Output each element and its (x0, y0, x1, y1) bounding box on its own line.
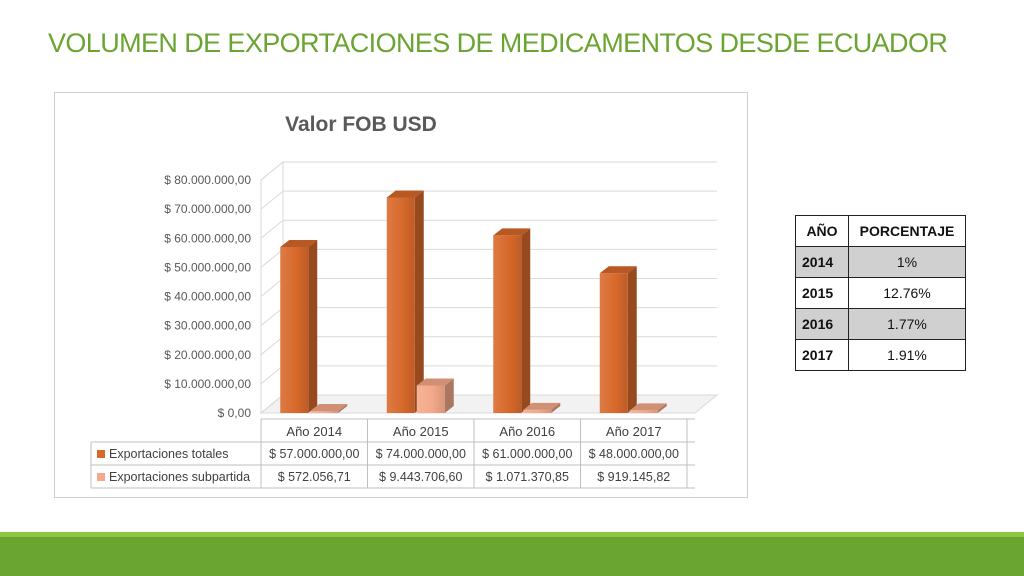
percentage-table: AÑO PORCENTAJE 2014 1% 2015 12.76% 2016 … (795, 215, 966, 371)
bar-side (551, 402, 561, 413)
y-tick-label: $ 80.000.000,00 (164, 173, 251, 187)
bar-top (523, 402, 561, 410)
y-tick-label: $ 40.000.000,00 (164, 290, 251, 304)
legend-label: Exportaciones totales (109, 447, 229, 461)
header-percentage: PORCENTAJE (848, 215, 966, 247)
bar-top (493, 228, 531, 236)
row-percentage: 12.76% (848, 277, 966, 309)
y-tick-label: $ 60.000.000,00 (164, 231, 251, 245)
row-percentage: 1.91% (848, 339, 966, 371)
data-label: $ 61.000.000,00 (482, 447, 572, 461)
data-label: $ 9.443.706,60 (379, 470, 462, 484)
y-tick-label: $ 50.000.000,00 (164, 260, 251, 274)
table-row: 2015 12.76% (795, 277, 966, 309)
legend-label: Exportaciones subpartida (109, 470, 250, 484)
data-label: $ 1.071.370,85 (486, 470, 569, 484)
gridline (260, 248, 717, 268)
gridline (260, 219, 717, 239)
x-tick-label: Año 2017 (606, 424, 662, 439)
y-tick-label: $ 20.000.000,00 (164, 348, 251, 362)
data-label: $ 57.000.000,00 (269, 447, 359, 461)
slide-title: VOLUMEN DE EXPORTACIONES DE MEDICAMENTOS… (48, 28, 948, 58)
chart-title: Valor FOB USD (285, 113, 437, 136)
gridline (260, 278, 717, 297)
row-percentage: 1% (848, 246, 966, 278)
x-tick-label: Año 2014 (286, 424, 342, 439)
x-tick-label: Año 2016 (499, 424, 555, 439)
y-tick-label: $ 70.000.000,00 (164, 202, 251, 216)
bar (280, 246, 309, 413)
table-header-row: AÑO PORCENTAJE (795, 215, 966, 247)
bar (599, 273, 628, 413)
row-year: 2015 (795, 277, 849, 309)
legend-key (97, 473, 105, 481)
row-percentage: 1.77% (848, 308, 966, 340)
x-tick-label: Año 2015 (393, 424, 449, 439)
bar-top (629, 403, 667, 411)
bar (416, 385, 445, 413)
bar-top (310, 404, 348, 411)
data-label: $ 48.000.000,00 (589, 447, 679, 461)
chart-container: Valor FOB USD $ 0,00 $ 10.000.000,00 $ 20.0… (54, 92, 748, 498)
bar-side (338, 404, 348, 413)
y-tick-label: $ 30.000.000,00 (164, 319, 251, 333)
footer-accent-line (0, 532, 1024, 537)
bar-side (308, 239, 318, 413)
legend-key (97, 450, 105, 458)
bar-top (416, 378, 454, 386)
gridline (260, 190, 717, 210)
bar-side (414, 190, 424, 413)
gridline (260, 336, 717, 356)
row-year: 2014 (795, 246, 849, 278)
bar-top (599, 266, 637, 274)
data-label: $ 919.145,82 (597, 470, 670, 484)
y-tick-label: $ 10.000.000,00 (164, 377, 251, 391)
y-tick-label: $ 0,00 (218, 406, 252, 420)
header-year: AÑO (795, 215, 849, 247)
table-row: 2016 1.77% (795, 308, 966, 340)
bar-side (627, 266, 637, 413)
bar-chart: Valor FOB USD $ 0,00 $ 10.000.000,00 $ 20.0… (90, 113, 719, 489)
bar-top (386, 190, 424, 198)
data-label: $ 74.000.000,00 (376, 447, 466, 461)
bar-side (657, 403, 667, 413)
bar (523, 409, 552, 413)
row-year: 2017 (795, 339, 849, 371)
data-label: $ 572.056,71 (278, 470, 351, 484)
table-row: 2014 1% (795, 246, 966, 278)
row-year: 2016 (795, 308, 849, 340)
footer-bar (0, 537, 1024, 576)
bar (629, 410, 658, 413)
gridline (260, 365, 717, 385)
bar-top (280, 239, 318, 247)
bar (386, 197, 415, 413)
bar (310, 411, 339, 413)
gridline (260, 307, 717, 327)
table-row: 2017 1.91% (795, 339, 966, 371)
gridline (260, 161, 717, 181)
bar (493, 235, 522, 413)
bar-side (444, 378, 454, 413)
bar-side (521, 228, 531, 413)
